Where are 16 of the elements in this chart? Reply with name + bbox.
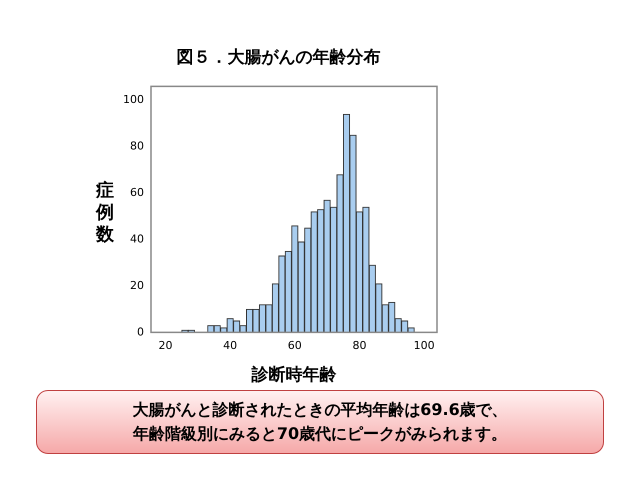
y-tick-label: 20	[130, 278, 144, 292]
y-axis-title: 症例数	[94, 180, 115, 246]
x-tick-label: 80	[352, 338, 366, 352]
x-tick-label: 40	[223, 338, 238, 352]
chart-title: 図５．大腸がんの年齢分布	[176, 48, 380, 68]
x-tick-label: 100	[414, 338, 435, 352]
y-tick-label: 0	[136, 325, 144, 338]
x-tick-label: 60	[288, 338, 302, 352]
x-tick-label: 20	[158, 338, 173, 352]
y-tick-label: 60	[130, 186, 144, 200]
y-tick-label: 80	[130, 140, 144, 153]
text: 年齢階級別にみると70歳代にピークがみられます。	[132, 423, 508, 445]
y-tick-label: 40	[130, 232, 144, 246]
y-tick-label: 100	[122, 93, 144, 106]
x-axis-title: 診断時年齢	[250, 365, 338, 386]
text: 大腸がんと診断されたときの平均年齢は69.6歳で、	[132, 399, 508, 421]
